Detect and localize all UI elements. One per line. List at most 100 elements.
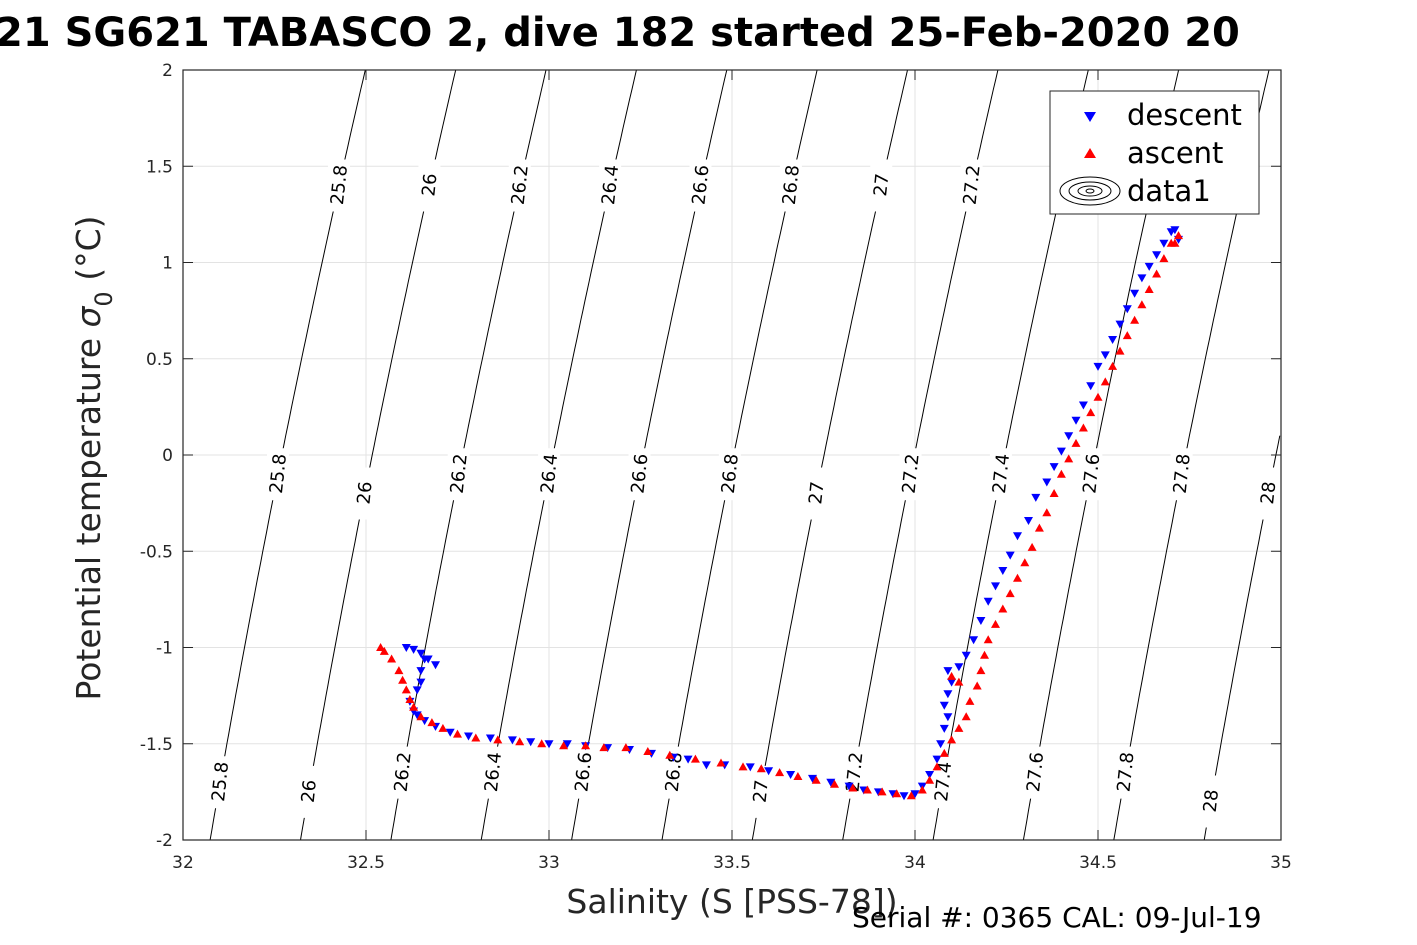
ascent-marker — [471, 733, 481, 742]
ascent-marker — [961, 712, 971, 721]
descent-marker — [1049, 463, 1059, 472]
legend-ascent-label: ascent — [1127, 136, 1223, 170]
contour-label-bg — [1114, 746, 1137, 799]
y-tick-label: -1.5 — [140, 735, 173, 755]
contour-label-bg — [353, 467, 376, 520]
contour-label-bg — [628, 448, 651, 501]
density-contour-label: 27.6 — [1023, 751, 1048, 793]
descent-marker — [969, 636, 979, 645]
descent-marker — [1159, 239, 1169, 248]
ascent-marker — [983, 635, 993, 644]
ascent-marker — [427, 718, 437, 727]
ascent-marker — [793, 772, 803, 780]
y-tick-label: -1 — [156, 639, 173, 659]
contour-label-bg — [1080, 448, 1103, 501]
contour-label-bg — [1257, 467, 1280, 520]
descent-marker — [932, 755, 942, 764]
descent-marker — [401, 644, 411, 652]
ascent-marker — [416, 712, 426, 721]
x-tick-label: 33.5 — [713, 853, 751, 873]
ascent-marker — [925, 775, 935, 784]
legend-data1-label: data1 — [1127, 174, 1211, 208]
ascent-marker — [892, 789, 902, 798]
descent-marker — [939, 724, 949, 733]
density-contour-label: 28 — [1200, 788, 1223, 813]
descent-marker — [1078, 401, 1088, 410]
descent-marker — [1042, 478, 1052, 487]
ascent-marker — [493, 735, 503, 744]
y-axis-label: Potential temperature σ0 (°C) — [69, 216, 118, 701]
density-contour-label: 26.8 — [779, 164, 804, 206]
ascent-marker — [991, 619, 1000, 628]
ascent-marker — [976, 666, 986, 675]
contour-label-bg — [297, 765, 320, 818]
descent-marker — [961, 651, 971, 660]
x-tick-label: 34 — [904, 853, 926, 873]
contour-label-bg — [1199, 775, 1222, 828]
descent-marker — [445, 728, 455, 737]
descent-marker — [1170, 226, 1180, 235]
x-tick-label: 34.5 — [1079, 853, 1117, 873]
serial-cal-footer: Serial #: 0365 CAL: 09-Jul-19 — [852, 901, 1262, 934]
y-tick-label: 1.5 — [146, 157, 173, 177]
x-tick-label: 32.5 — [347, 853, 385, 873]
ascent-marker — [1042, 508, 1052, 517]
ascent-marker — [965, 696, 975, 705]
density-contour-label: 27.4 — [989, 453, 1014, 495]
ascent-marker — [1137, 300, 1147, 309]
ascent-marker — [877, 787, 887, 796]
descent-marker — [925, 771, 935, 779]
ascent-marker — [405, 695, 415, 703]
ascent-marker — [1170, 238, 1180, 247]
density-contour-label: 26 — [353, 480, 376, 505]
ascent-marker — [1152, 269, 1162, 278]
legend-box — [1049, 90, 1260, 215]
x-tick-label: 33 — [538, 853, 560, 873]
ascent-marker — [1056, 469, 1066, 478]
contour-label-bg — [209, 756, 232, 809]
legend-descent-marker — [1084, 112, 1096, 122]
contour-label-bg — [418, 159, 441, 212]
x-axis-label: Salinity (S [PSS-78]) — [566, 882, 897, 921]
density-contour-label: 27 — [750, 779, 773, 804]
data-series — [376, 226, 1183, 801]
ascent-marker — [1034, 523, 1044, 532]
descent-marker — [1137, 274, 1147, 283]
contour-label-bg — [447, 448, 470, 501]
density-contour-label: 27.6 — [1079, 453, 1104, 495]
ascent-marker — [1115, 346, 1125, 355]
descent-marker — [1056, 447, 1066, 456]
ascent-marker — [932, 762, 942, 771]
contour-label-bg — [805, 467, 828, 520]
contour-label-bg — [1024, 746, 1047, 799]
ascent-marker — [1078, 423, 1088, 432]
ascent-marker — [1144, 285, 1154, 293]
ascent-marker — [830, 779, 839, 788]
density-contour-label: 26.6 — [571, 751, 596, 793]
descent-marker — [485, 734, 495, 743]
y-axis-label-symbol: σ — [69, 306, 108, 328]
density-contour-label: 27 — [870, 172, 893, 197]
descent-marker — [1130, 289, 1140, 298]
descent-marker — [947, 678, 957, 687]
chart-title: 21 SG621 TABASCO 2, dive 182 started 25-… — [0, 10, 1240, 56]
y-axis-label-subscript: 0 — [90, 291, 118, 306]
density-contour-label: 27 — [805, 480, 828, 505]
descent-marker — [844, 782, 854, 791]
legend-ascent-marker — [1084, 148, 1096, 158]
descent-marker — [526, 738, 536, 747]
descent-marker — [507, 736, 517, 745]
contour-label-bg — [779, 159, 802, 212]
density-contour-label: 26.6 — [689, 164, 714, 206]
ascent-marker — [438, 723, 448, 732]
descent-marker — [416, 667, 426, 676]
density-contour-label: 27.2 — [899, 453, 924, 495]
ascent-marker — [1108, 361, 1118, 370]
ascent-marker — [811, 775, 821, 784]
descent-marker — [1064, 432, 1074, 441]
ascent-marker — [716, 758, 726, 767]
ascent-marker — [906, 791, 916, 800]
ascent-marker — [453, 729, 462, 738]
contour-label-bg — [899, 448, 922, 501]
